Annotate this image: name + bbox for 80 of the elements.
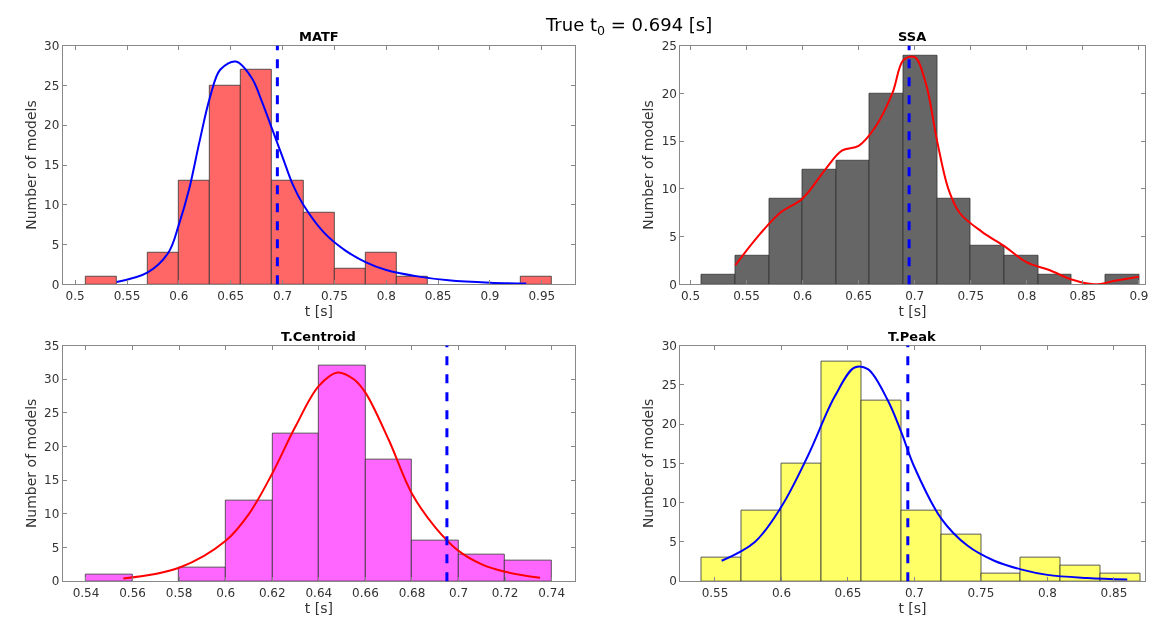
- y-tick-label: 5: [51, 237, 60, 252]
- x-tick-label: 0.65: [845, 288, 873, 303]
- y-tick-label: 15: [44, 473, 60, 488]
- x-tick-label: 0.8: [1017, 288, 1037, 303]
- x-tick-label: 0.64: [305, 585, 333, 600]
- x-tick-label: 0.65: [834, 585, 862, 600]
- y-axis-title: Number of models: [640, 100, 657, 230]
- y-axis-title: Number of models: [22, 398, 39, 529]
- x-tick-label: 0.85: [1100, 585, 1128, 600]
- x-axis-title: t [s]: [304, 599, 333, 616]
- x-tick-label: 0.55: [113, 288, 141, 303]
- y-tick-label: 15: [661, 456, 678, 471]
- chart-title: T.Centroid: [281, 329, 356, 344]
- x-tick-label: 0.54: [72, 585, 100, 600]
- x-tick-label: 0.5: [680, 288, 701, 303]
- y-tick-label: 20: [661, 86, 678, 101]
- y-tick-label: 25: [661, 378, 678, 393]
- x-tick-label: 0.75: [957, 288, 985, 303]
- x-tick-label: 0.62: [258, 585, 286, 600]
- y-tick-label: 20: [661, 417, 678, 432]
- x-tick-label: 0.6: [169, 288, 189, 303]
- x-tick-label: 0.72: [491, 585, 519, 600]
- x-tick-label: 0.7: [904, 585, 925, 600]
- x-tick-label: 0.55: [701, 585, 729, 600]
- x-tick-label: 0.6: [216, 585, 236, 600]
- x-tick-label: 0.75: [321, 288, 348, 303]
- y-tick-label: 10: [44, 507, 60, 522]
- y-tick-label: 25: [44, 406, 60, 421]
- x-tick-label: 0.9: [1129, 288, 1149, 303]
- y-axis-title: Number of models: [22, 100, 39, 230]
- x-tick-label: 0.9: [480, 288, 500, 303]
- x-tick-label: 0.8: [1037, 585, 1058, 600]
- x-tick-label: 0.75: [967, 585, 995, 600]
- x-tick-label: 0.55: [733, 288, 760, 303]
- x-tick-label: 0.7: [273, 288, 293, 303]
- text: True t$_{0}$ = 0.694 [s]: [545, 14, 713, 38]
- y-tick-label: 10: [661, 182, 678, 197]
- chart-title: MATF: [299, 29, 339, 44]
- x-tick-label: 0.74: [538, 585, 566, 600]
- x-tick-label: 0.5: [65, 288, 85, 303]
- x-axis-title: t [s]: [898, 302, 927, 319]
- x-tick-label: 0.56: [119, 585, 146, 600]
- x-tick-label: 0.65: [217, 288, 245, 303]
- x-tick-label: 0.7: [905, 288, 925, 303]
- y-tick-label: 0: [669, 574, 678, 589]
- y-tick-label: 30: [44, 372, 60, 387]
- chart-title: T.Peak: [888, 329, 936, 344]
- x-tick-label: 0.68: [398, 585, 426, 600]
- y-tick-label: 35: [44, 338, 60, 353]
- y-tick-label: 30: [661, 338, 678, 353]
- y-tick-label: 0: [669, 277, 678, 292]
- y-tick-label: 10: [44, 197, 60, 212]
- line-series: [122, 371, 542, 580]
- y-tick-label: 20: [44, 439, 60, 454]
- x-tick-label: 0.66: [352, 585, 379, 600]
- y-tick-label: 15: [44, 158, 60, 173]
- y-tick-label: 15: [661, 134, 678, 149]
- x-tick-label: 0.85: [1069, 288, 1097, 303]
- x-axis-title: t [s]: [304, 302, 333, 319]
- y-tick-label: 0: [51, 277, 60, 292]
- chart-title: SSA: [898, 29, 927, 44]
- y-tick-label: 5: [51, 540, 60, 555]
- y-tick-label: 0: [51, 574, 60, 589]
- y-tick-label: 25: [44, 78, 60, 93]
- y-tick-label: 30: [44, 38, 60, 53]
- x-tick-label: 0.85: [424, 288, 452, 303]
- line-series: [734, 55, 1140, 285]
- x-axis-title: t [s]: [898, 599, 927, 616]
- y-tick-label: 10: [661, 495, 678, 510]
- y-tick-label: 5: [669, 229, 678, 244]
- x-tick-label: 0.8: [376, 288, 396, 303]
- x-tick-label: 0.58: [165, 585, 193, 600]
- y-tick-label: 25: [661, 38, 678, 53]
- y-tick-label: 5: [669, 535, 678, 550]
- x-tick-label: 0.95: [528, 288, 556, 303]
- y-axis-title: Number of models: [640, 398, 657, 529]
- x-tick-label: 0.7: [449, 585, 469, 600]
- y-tick-label: 20: [44, 118, 60, 133]
- x-tick-label: 0.6: [771, 585, 792, 600]
- x-tick-label: 0.6: [793, 288, 813, 303]
